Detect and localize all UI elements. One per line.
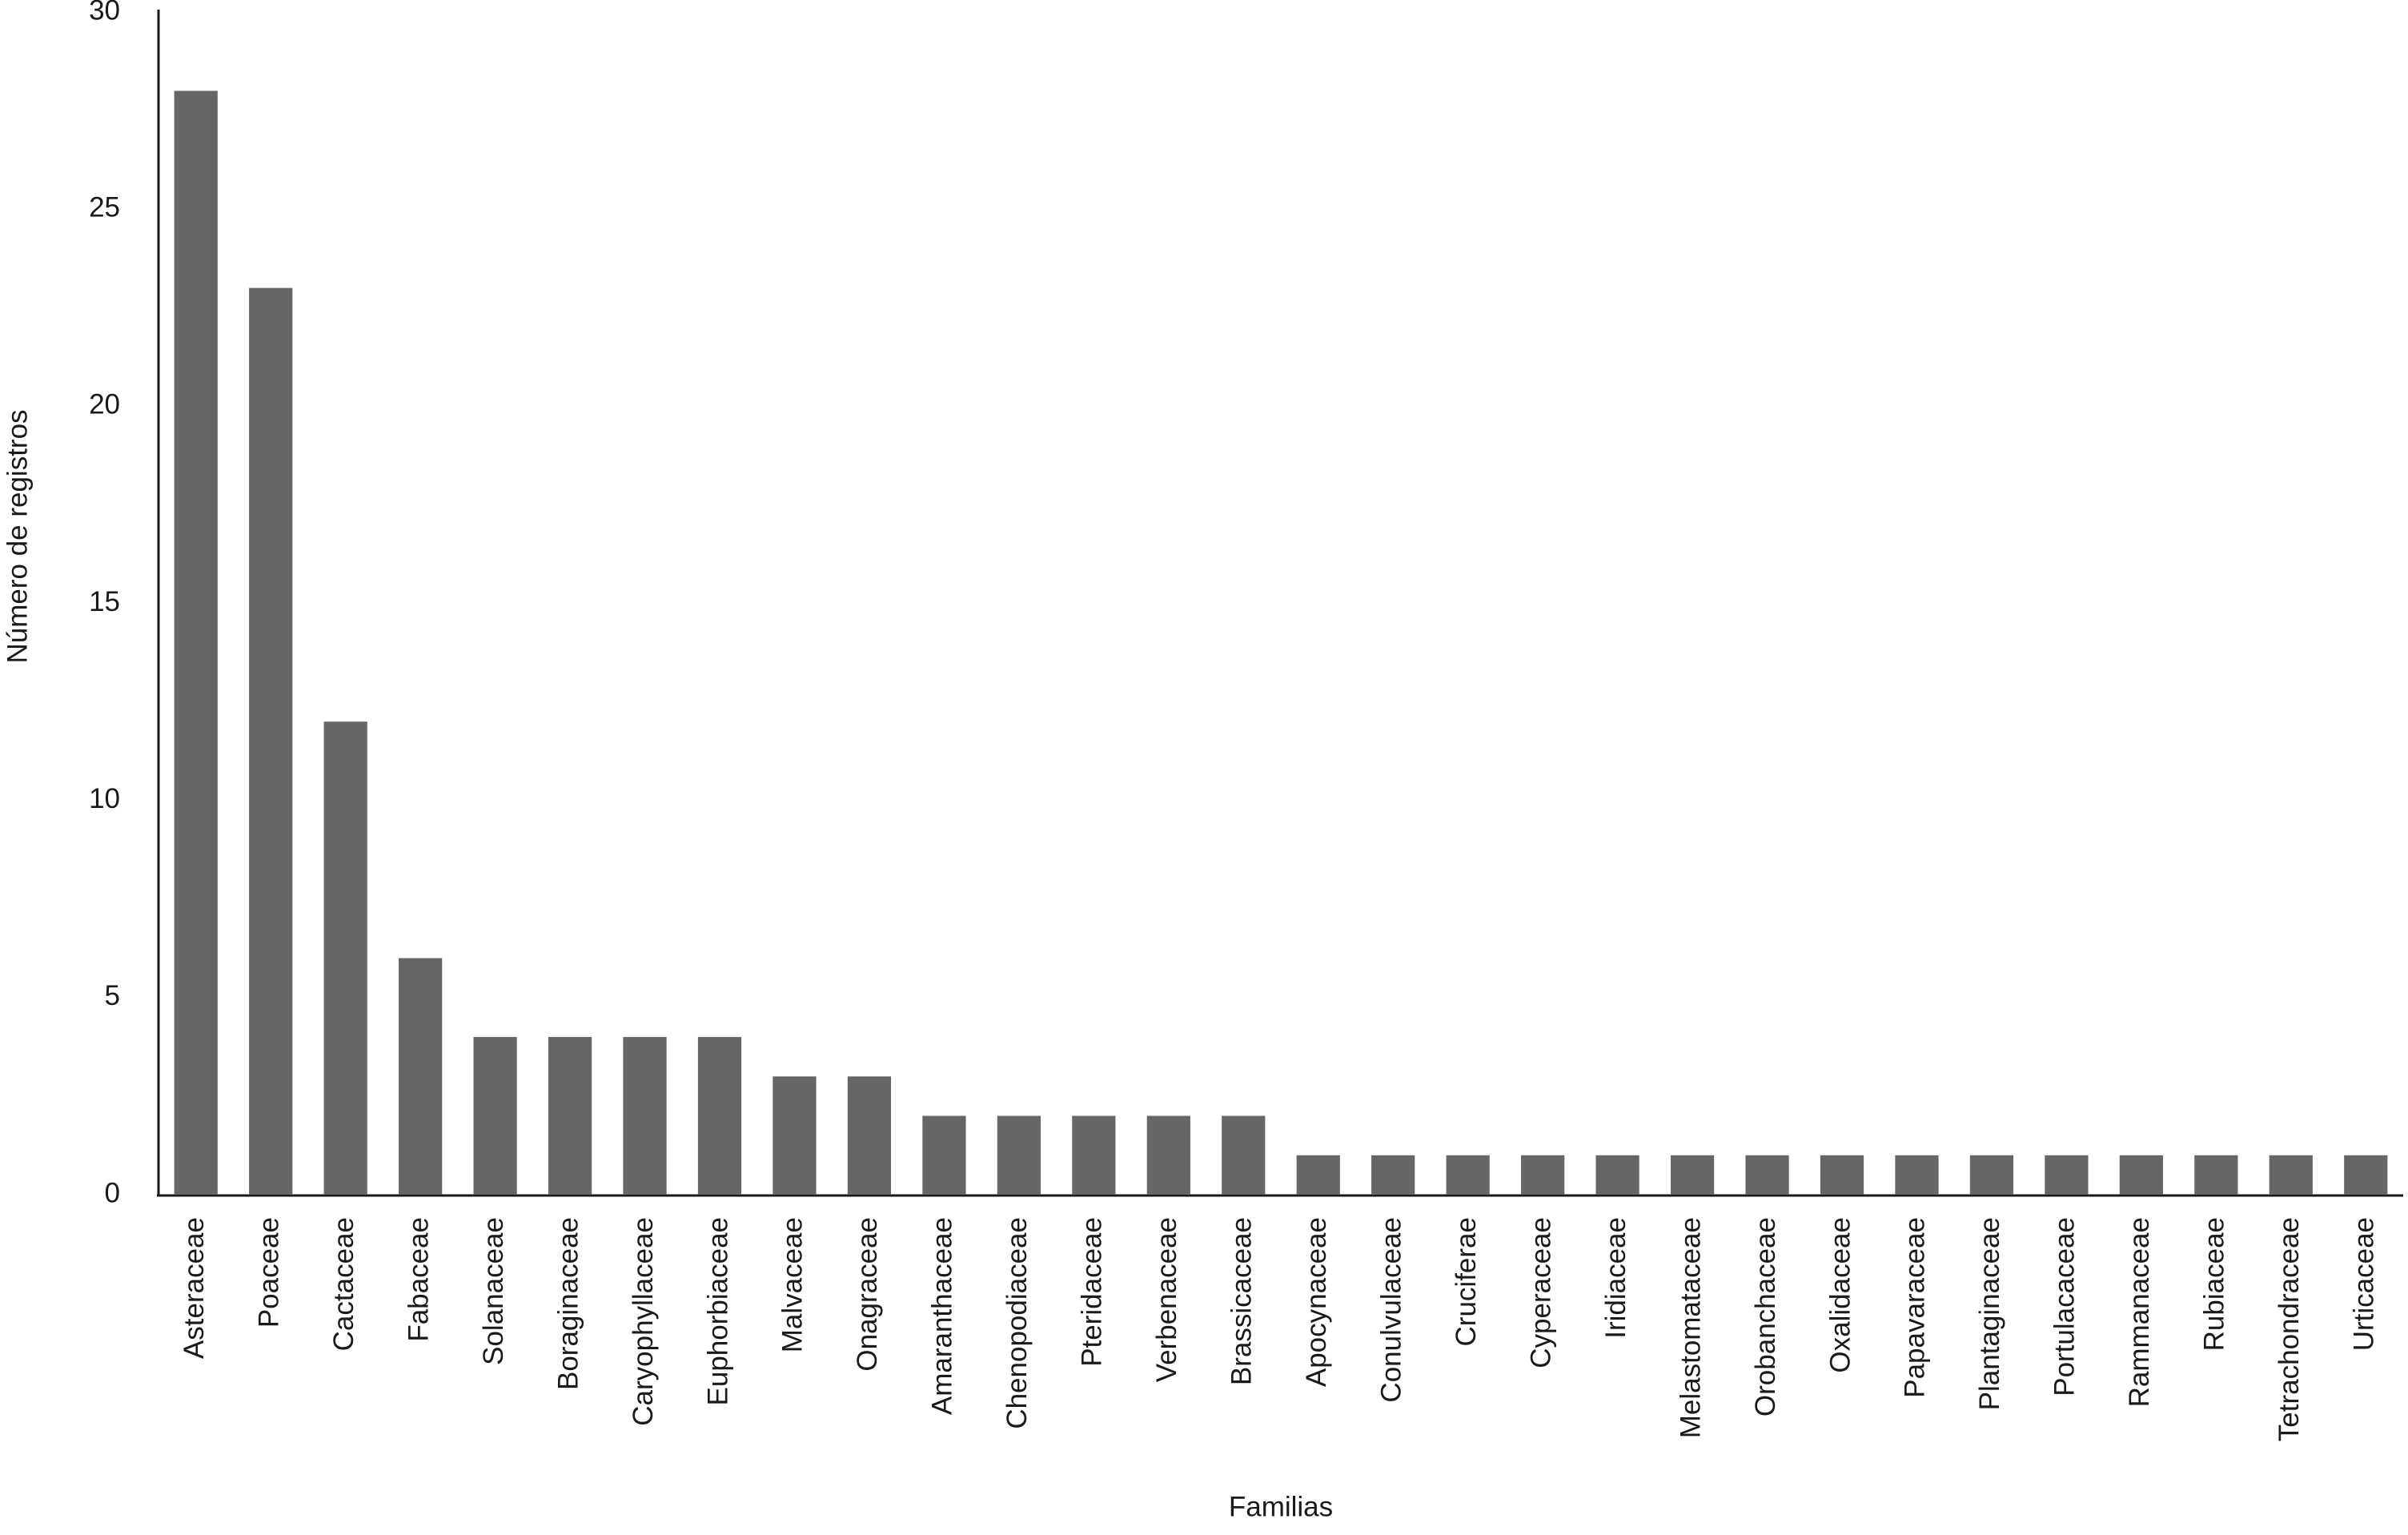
bar xyxy=(922,1115,966,1195)
bar xyxy=(548,1037,592,1195)
bar xyxy=(1446,1155,1490,1195)
x-tick-label: Caryophyllaceae xyxy=(628,1217,659,1426)
bar xyxy=(1969,1155,2014,1195)
x-tick-label: Onagraceae xyxy=(852,1217,883,1372)
bar xyxy=(2344,1155,2388,1195)
y-tick-label: 25 xyxy=(89,191,120,223)
x-tick-label: Asteraceae xyxy=(179,1217,210,1359)
bar xyxy=(623,1037,667,1195)
bar xyxy=(1595,1155,1639,1195)
x-tick-label: Oxalidaceae xyxy=(1824,1217,1856,1373)
x-tick-label: Orobanchaceae xyxy=(1750,1217,1781,1416)
bar xyxy=(2045,1155,2089,1195)
x-axis-title: Familias xyxy=(1229,1491,1333,1522)
bar xyxy=(2269,1155,2313,1195)
bar xyxy=(1371,1155,1415,1195)
bar xyxy=(847,1076,892,1195)
x-tick-label: Pteridaceae xyxy=(1077,1217,1108,1367)
x-tick-label: Iridiaceae xyxy=(1600,1217,1631,1339)
bar xyxy=(1895,1155,1939,1195)
bar xyxy=(997,1115,1041,1195)
x-tick-label: Boraginaceae xyxy=(552,1217,584,1390)
x-tick-label: Amaranthaceae xyxy=(927,1217,958,1415)
x-tick-label: Cruciferae xyxy=(1451,1217,1482,1346)
x-tick-label: Conulvulaceae xyxy=(1375,1217,1407,1403)
bar xyxy=(697,1037,742,1195)
y-tick-label: 0 xyxy=(105,1177,120,1208)
x-tick-label: Malvaceae xyxy=(777,1217,809,1352)
y-tick-label: 15 xyxy=(89,586,120,617)
x-tick-label: Euphorbiaceae xyxy=(702,1217,733,1405)
bar xyxy=(174,90,218,1195)
x-tick-label: Apocynaceae xyxy=(1301,1217,1332,1387)
bar xyxy=(2119,1155,2163,1195)
bar xyxy=(1670,1155,1715,1195)
x-tick-label: Urticaceae xyxy=(2349,1217,2380,1351)
bar xyxy=(1222,1115,1266,1195)
bar xyxy=(1146,1115,1190,1195)
y-tick-label: 30 xyxy=(89,0,120,26)
bar xyxy=(473,1037,517,1195)
bar xyxy=(1072,1115,1116,1195)
x-tick-label: Chenopodiaceae xyxy=(1001,1217,1033,1429)
bar xyxy=(1296,1155,1340,1195)
x-tick-label: Melastomataceae xyxy=(1675,1217,1706,1438)
x-tick-label: Cyperaceae xyxy=(1525,1217,1556,1368)
bar xyxy=(323,721,367,1195)
y-tick-label: 20 xyxy=(89,389,120,420)
x-tick-label: Brassicaceae xyxy=(1226,1217,1258,1385)
x-tick-label: Rammanaceae xyxy=(2124,1217,2155,1407)
y-axis-title: Número de registros xyxy=(2,409,33,663)
x-tick-label: Solanaceae xyxy=(478,1217,509,1365)
x-tick-label: Plantaginaceae xyxy=(1974,1217,2005,1410)
bar xyxy=(1521,1155,1565,1195)
bar xyxy=(1745,1155,1789,1195)
x-tick-label: Poaceae xyxy=(253,1217,284,1328)
bar xyxy=(773,1076,817,1195)
x-tick-label: Tetrachondraceae xyxy=(2274,1217,2305,1441)
x-tick-label: Cactaceae xyxy=(328,1217,359,1351)
y-tick-label: 5 xyxy=(105,980,120,1011)
bar xyxy=(2194,1155,2238,1195)
x-tick-label: Rubiaceae xyxy=(2199,1217,2230,1351)
x-tick-label: Verbenaceae xyxy=(1151,1217,1182,1382)
bar xyxy=(1820,1155,1864,1195)
bar xyxy=(399,958,443,1195)
bar xyxy=(249,287,293,1195)
y-tick-label: 10 xyxy=(89,783,120,814)
x-tick-label: Papavaraceae xyxy=(1900,1217,1931,1398)
x-tick-label: Portulacaceae xyxy=(2049,1217,2081,1396)
x-tick-label: Fabaceae xyxy=(403,1217,434,1342)
